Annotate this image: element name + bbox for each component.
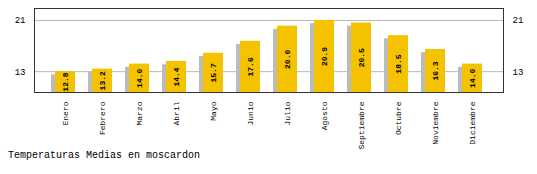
svg-text:13: 13 [513,68,524,78]
svg-text:17.6: 17.6 [246,57,255,76]
svg-text:13.2: 13.2 [98,71,107,90]
svg-text:Mayo: Mayo [209,101,218,120]
svg-text:Marzo: Marzo [135,101,144,125]
svg-text:14.4: 14.4 [172,67,181,86]
svg-text:15.7: 15.7 [209,63,218,82]
svg-text:Junio: Junio [246,101,255,125]
svg-text:20.0: 20.0 [283,50,292,69]
svg-text:20.9: 20.9 [320,47,329,66]
svg-text:Octubre: Octubre [394,101,403,135]
svg-text:16.3: 16.3 [431,61,440,80]
svg-text:21: 21 [513,16,524,26]
svg-text:21: 21 [15,16,26,26]
svg-text:18.5: 18.5 [394,54,403,73]
svg-text:12.8: 12.8 [61,72,70,91]
svg-text:Enero: Enero [61,101,70,125]
svg-text:Abril: Abril [172,101,181,125]
svg-text:13: 13 [15,68,26,78]
svg-text:14.0: 14.0 [468,68,477,87]
svg-text:Septiembre: Septiembre [357,101,366,149]
html-text:Temperaturas Medias en moscard: Temperaturas Medias en moscardon [8,150,200,161]
svg-text:Febrero: Febrero [98,101,107,135]
svg-text:Noviembre: Noviembre [431,101,440,144]
svg-text:Julio: Julio [283,101,292,125]
svg-text:Diciembre: Diciembre [468,101,477,144]
svg-text:14.0: 14.0 [135,68,144,87]
svg-text:20.5: 20.5 [357,48,366,67]
svg-text:Agosto: Agosto [320,101,329,130]
